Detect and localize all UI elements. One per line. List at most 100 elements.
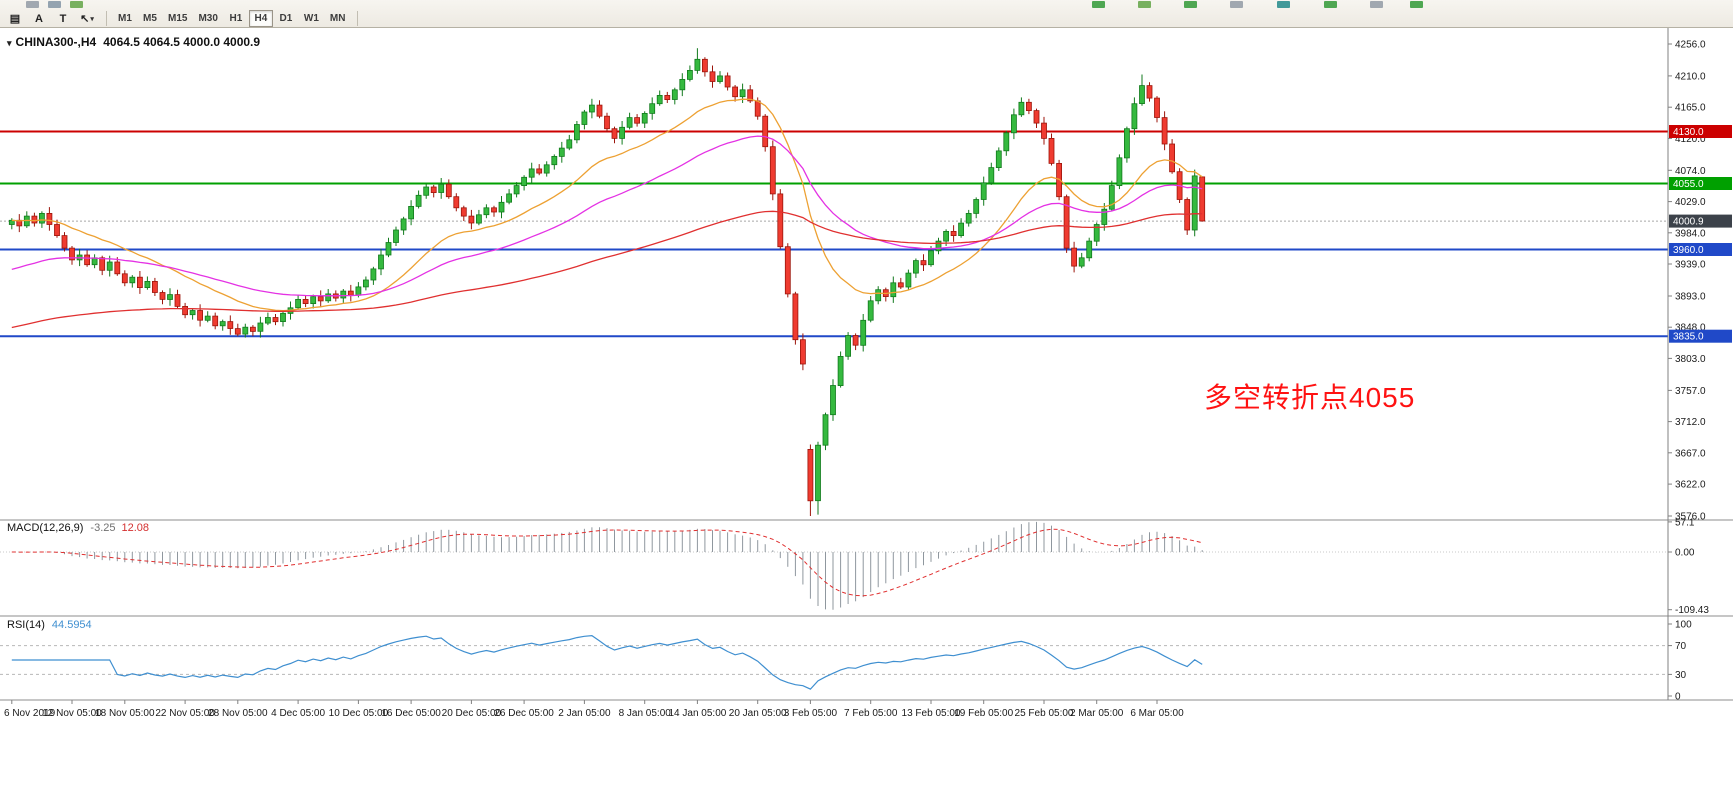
moving-averages-layer — [11, 98, 1203, 329]
arrow-tool-icon[interactable]: ↖ ▾ — [80, 13, 94, 25]
one-click-trading-icon[interactable]: ▾ — [7, 38, 12, 48]
time-tick-label: 4 Dec 05:00 — [271, 708, 325, 719]
macd-panel: 57.1 0.00 -109.43 — [0, 517, 1709, 616]
time-tick-label: 10 Dec 05:00 — [329, 708, 389, 719]
time-tick-label: 20 Jan 05:00 — [729, 708, 787, 719]
timeframe-button-d1[interactable]: D1 — [279, 13, 293, 24]
macd-tick-label: 0.00 — [1675, 548, 1695, 559]
svg-text:4000.9: 4000.9 — [1673, 217, 1704, 228]
panel-dividers — [0, 519, 1733, 701]
price-tick-label: 3757.0 — [1675, 386, 1706, 397]
toolbar-icon-partial[interactable] — [1138, 1, 1151, 8]
chart-grid-icon[interactable]: ▤ — [9, 13, 21, 25]
mid-ma-line — [11, 135, 1203, 297]
price-tick-label: 4210.0 — [1675, 71, 1706, 82]
price-tick-label: 4029.0 — [1675, 197, 1706, 208]
macd-tick-label: 57.1 — [1675, 517, 1695, 528]
toolbar-icon-partial[interactable] — [1230, 1, 1243, 8]
toolbar-icon-partial[interactable] — [1277, 1, 1290, 8]
price-tick-label: 3667.0 — [1675, 448, 1706, 459]
text-tool-icon[interactable]: T — [59, 12, 67, 25]
toolbar-icon-partial[interactable] — [1092, 1, 1105, 8]
text-label-icon[interactable]: A — [35, 12, 43, 25]
timeframe-button-m30[interactable]: M30 — [198, 13, 218, 24]
price-tick-label: 3622.0 — [1675, 480, 1706, 491]
price-tick-label: 3984.0 — [1675, 228, 1706, 239]
toolbar-icon-partial[interactable] — [26, 1, 39, 8]
macd-name: MACD(12,26,9) — [7, 522, 84, 534]
toolbar-separator — [357, 11, 359, 26]
price-tick-label: 3576.0 — [1675, 512, 1706, 523]
price-tick-label: 3803.0 — [1675, 354, 1706, 365]
macd-signal-value: 12.08 — [121, 522, 150, 534]
timeframe-button-m5[interactable]: M5 — [143, 13, 157, 24]
time-tick-label: 6 Mar 05:00 — [1130, 708, 1184, 719]
macd-tick-label: -109.43 — [1675, 605, 1709, 616]
timeframe-button-m15[interactable]: M15 — [168, 13, 188, 24]
dropdown-caret-icon: ▾ — [90, 15, 94, 23]
current-price-tag[interactable]: 4000.9 — [1669, 214, 1732, 228]
chart-text-annotation[interactable]: 多空转折点4055 — [1204, 382, 1416, 413]
chart-background — [0, 28, 1733, 795]
time-tick-label: 26 Dec 05:00 — [494, 708, 554, 719]
candles-layer — [8, 48, 1206, 516]
time-tick-label: 8 Jan 05:00 — [619, 708, 672, 719]
time-tick-label: 12 Nov 05:00 — [42, 708, 102, 719]
toolbar-icon-partial[interactable] — [48, 1, 61, 8]
time-tick-label: 28 Nov 05:00 — [208, 708, 268, 719]
rsi-panel: 100 70 30 0 — [0, 620, 1692, 703]
time-tick-label: 14 Jan 05:00 — [668, 708, 726, 719]
macd-signal-line — [11, 528, 1203, 597]
ohlc-values: 4064.5 4064.5 4000.0 4000.9 — [103, 35, 261, 49]
time-tick-label: 3 Feb 05:00 — [784, 708, 838, 719]
price-tick-label: 3848.0 — [1675, 323, 1706, 334]
horizontal-lines-layer — [0, 130, 1668, 338]
toolbar-partial-row — [0, 0, 1733, 9]
rsi-tick-label: 70 — [1675, 641, 1687, 652]
price-tick-label: 4256.0 — [1675, 40, 1706, 51]
time-tick-label: 2 Jan 05:00 — [558, 708, 611, 719]
time-tick-label: 6 Nov 2019 — [4, 708, 56, 719]
toolbar-icon-partial[interactable] — [1370, 1, 1383, 8]
time-tick-label: 25 Feb 05:00 — [1015, 708, 1074, 719]
rsi-name: RSI(14) — [7, 619, 45, 631]
macd-indicator-label: MACD(12,26,9) -3.25 12.08 — [7, 522, 149, 534]
rsi-tick-label: 0 — [1675, 692, 1681, 703]
price-tick-label: 3939.0 — [1675, 260, 1706, 271]
price-tag-4055.0[interactable]: 4055.0 — [1669, 177, 1732, 190]
toolbar-icon-partial[interactable] — [1184, 1, 1197, 8]
svg-text:4055.0: 4055.0 — [1673, 179, 1704, 190]
chart-title: ▾ CHINA300-,H4 4064.5 4064.5 4000.0 4000.9 — [7, 35, 260, 49]
symbol-period-label: CHINA300-,H4 — [15, 35, 97, 49]
svg-text:4130.0: 4130.0 — [1673, 127, 1704, 138]
timeframe-button-h1[interactable]: H1 — [229, 13, 243, 24]
price-tick-label: 3712.0 — [1675, 417, 1706, 428]
rsi-indicator-label: RSI(14) 44.5954 — [7, 619, 92, 631]
toolbar-icon-partial[interactable] — [1410, 1, 1423, 8]
rsi-tick-label: 100 — [1675, 620, 1692, 631]
timeframe-button-m1[interactable]: M1 — [118, 13, 132, 24]
chart-canvas[interactable]: 4256.0 4210.0 4165.0 4120.0 4074.0 4029.0 3984… — [0, 28, 1733, 795]
price-tick-label: 3893.0 — [1675, 292, 1706, 303]
time-tick-label: 19 Feb 05:00 — [954, 708, 1013, 719]
svg-text:3960.0: 3960.0 — [1673, 245, 1704, 256]
macd-hist-value: -3.25 — [90, 522, 116, 534]
price-tag-4130.0[interactable]: 4130.0 — [1669, 125, 1732, 138]
timeframe-button-h4[interactable]: H4 — [248, 10, 273, 27]
rsi-tick-label: 30 — [1675, 670, 1687, 681]
toolbar-icon-partial[interactable] — [1324, 1, 1337, 8]
toolbar-icon-partial[interactable] — [70, 1, 83, 8]
time-tick-label: 20 Dec 05:00 — [442, 708, 502, 719]
price-tick-label: 4120.0 — [1675, 134, 1706, 145]
rsi-value: 44.5954 — [51, 619, 92, 631]
price-tag-3835.0[interactable]: 3835.0 — [1669, 329, 1732, 343]
timeframe-button-mn[interactable]: MN — [329, 13, 346, 24]
price-axis[interactable]: 4256.0 4210.0 4165.0 4120.0 4074.0 4029.0 3984… — [1668, 40, 1706, 523]
time-tick-label: 13 Feb 05:00 — [902, 708, 961, 719]
price-tick-label: 4074.0 — [1675, 166, 1706, 177]
fast-ma-line — [11, 98, 1203, 312]
timeframe-button-w1[interactable]: W1 — [303, 13, 319, 24]
toolbar-main-row: ▤ A T ↖ ▾ M1 M5 M15 M30 H1 H4 D1 W1 MN — [0, 9, 1733, 28]
price-tag-3960.0[interactable]: 3960.0 — [1669, 243, 1732, 256]
